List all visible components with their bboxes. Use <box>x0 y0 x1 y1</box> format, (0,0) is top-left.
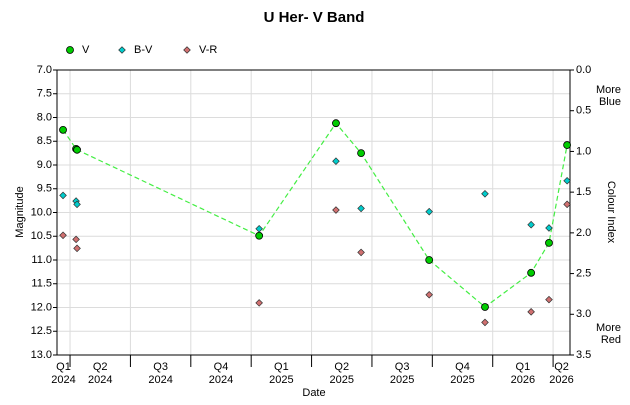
y-tick-label: 8.5 <box>37 135 52 147</box>
x-tick-label: Q1 2025 <box>269 361 294 386</box>
x-tick-label: Q3 2024 <box>148 361 173 386</box>
point <box>527 308 535 316</box>
point <box>545 295 553 304</box>
point <box>332 206 340 214</box>
point <box>481 303 489 311</box>
x-tick-label: Q2 2026 <box>549 361 574 386</box>
point <box>59 125 67 134</box>
chart-title: U Her- V Band <box>264 9 365 26</box>
point <box>255 231 264 240</box>
y2-tick-label: 3.0 <box>576 308 591 320</box>
legend-label: V <box>82 44 90 56</box>
y-tick-label: 11.5 <box>31 278 52 290</box>
point <box>527 220 535 229</box>
x-tick-label: Q3 2025 <box>389 361 415 386</box>
point <box>73 200 81 209</box>
legend-label: V-R <box>199 44 217 56</box>
point <box>563 176 571 185</box>
point <box>425 207 433 216</box>
point <box>332 119 340 128</box>
point <box>425 290 433 299</box>
y2-tick-label: 1.5 <box>576 186 591 198</box>
point <box>73 145 81 154</box>
y-tick-label: 13.0 <box>31 349 52 361</box>
x-tick-label: Q1 2024 <box>51 361 76 386</box>
legend-marker <box>183 46 191 54</box>
point <box>255 224 263 233</box>
y2-tick-label: 3.5 <box>576 349 591 361</box>
point <box>73 244 81 253</box>
plot-frame <box>56 69 571 356</box>
point <box>72 235 80 244</box>
x-tick-label: Q1 2026 <box>510 361 536 386</box>
y2-tick-label: 1.0 <box>576 145 591 157</box>
point <box>59 191 67 200</box>
y-tick-label: 12.5 <box>31 325 52 337</box>
point <box>481 189 489 198</box>
legend-marker <box>118 46 126 54</box>
point <box>357 204 365 213</box>
y-tick-label: 9.0 <box>37 159 52 171</box>
point <box>527 268 536 277</box>
y-tick-label: 12.0 <box>31 301 52 313</box>
annotation: More Blue <box>595 84 621 108</box>
x-tick-label: Q4 2025 <box>450 361 475 386</box>
y-tick-label: 7.0 <box>37 64 52 76</box>
point <box>545 238 553 247</box>
x-tick-label: Q4 2024 <box>208 361 234 386</box>
x-tick-label: Q2 2024 <box>87 361 113 386</box>
y-tick-label: 8.0 <box>37 111 52 123</box>
series-line <box>62 122 568 308</box>
y2-tick-label: 0.0 <box>576 64 591 76</box>
point <box>545 224 553 232</box>
y-tick-label: 11.0 <box>31 254 52 266</box>
annotation: More Red <box>595 322 621 346</box>
y2-tick-label: 2.5 <box>576 267 591 279</box>
y-tick-label: 9.5 <box>37 183 52 195</box>
point <box>481 318 489 327</box>
y-tick-label: 10.5 <box>31 230 52 242</box>
point <box>357 149 365 158</box>
x-axis-label: Date <box>302 387 325 399</box>
y2-tick-label: 0.5 <box>576 105 591 117</box>
legend-marker <box>66 46 74 54</box>
point <box>255 299 263 307</box>
point <box>332 157 340 165</box>
point <box>425 256 434 264</box>
y2-axis-label: Colour Index <box>605 181 617 244</box>
point <box>563 141 572 149</box>
y2-tick-label: 2.0 <box>576 227 591 239</box>
y-tick-label: 7.5 <box>37 88 52 100</box>
y-axis-label: Magnitude <box>14 186 26 237</box>
y-tick-label: 10.0 <box>31 206 52 218</box>
x-tick-label: Q2 2025 <box>329 361 354 386</box>
legend-label: B-V <box>134 44 153 56</box>
point <box>357 248 365 257</box>
point <box>563 200 571 209</box>
point <box>59 231 67 240</box>
